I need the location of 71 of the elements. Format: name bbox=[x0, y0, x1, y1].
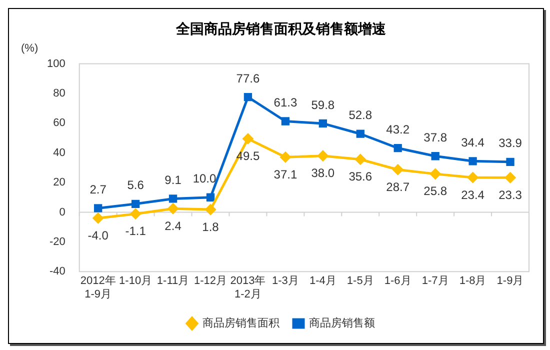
x-tick-label: 1-11月 bbox=[156, 275, 190, 288]
data-label: 61.3 bbox=[274, 96, 298, 110]
chart-title: 全国商品房销售面积及销售额增速 bbox=[175, 20, 387, 36]
data-label: 23.3 bbox=[498, 188, 522, 202]
point bbox=[468, 157, 477, 166]
data-label: -4.0 bbox=[88, 228, 109, 242]
data-label: -1.1 bbox=[125, 224, 146, 238]
data-label: 43.2 bbox=[386, 122, 410, 136]
point bbox=[168, 194, 178, 203]
y-axis-title: (%) bbox=[21, 42, 38, 55]
data-label: 2.7 bbox=[90, 182, 107, 197]
point bbox=[92, 212, 104, 224]
point bbox=[506, 158, 514, 166]
point bbox=[281, 117, 290, 126]
data-label: 52.8 bbox=[348, 108, 372, 122]
point bbox=[205, 204, 216, 215]
point bbox=[468, 172, 478, 183]
point bbox=[431, 152, 440, 160]
data-label: 37.8 bbox=[424, 130, 448, 144]
data-label: 2.4 bbox=[164, 218, 182, 233]
x-tick-label: 1-5月 bbox=[346, 275, 374, 288]
point bbox=[130, 208, 141, 220]
data-label: 23.4 bbox=[461, 188, 485, 202]
point bbox=[318, 119, 327, 128]
y-tick-label: -40 bbox=[49, 266, 66, 278]
point bbox=[94, 204, 102, 212]
y-tick-label: 40 bbox=[53, 146, 66, 159]
point bbox=[168, 203, 178, 214]
y-tick-label: 0 bbox=[59, 206, 66, 218]
x-tick-label: 1-6月 bbox=[384, 275, 412, 288]
data-label: 10.0 bbox=[192, 172, 216, 186]
data-label: 59.8 bbox=[311, 98, 335, 112]
y-tick-label: 20 bbox=[53, 176, 66, 189]
data-label: 5.6 bbox=[127, 178, 144, 192]
point bbox=[244, 92, 252, 102]
data-label: 34.4 bbox=[461, 135, 485, 150]
data-label: 35.6 bbox=[348, 170, 372, 184]
legend-label: 商品房销售面积 bbox=[202, 316, 280, 330]
x-tick-label: 1-9月 bbox=[496, 275, 524, 288]
data-label: 1.8 bbox=[202, 220, 220, 234]
data-label: 37.1 bbox=[274, 167, 298, 182]
point bbox=[131, 200, 140, 208]
data-label: 38.0 bbox=[311, 166, 335, 180]
point bbox=[394, 144, 402, 152]
x-tick-label: 1-12月 bbox=[194, 275, 228, 288]
x-tick-label: 1-8月 bbox=[459, 275, 486, 288]
data-label: 28.7 bbox=[386, 180, 410, 194]
x-tick-label: 1-7月 bbox=[422, 275, 449, 288]
point bbox=[356, 130, 364, 138]
data-label: 77.6 bbox=[236, 71, 260, 86]
data-label: 9.1 bbox=[164, 173, 182, 188]
y-tick-label: 100 bbox=[46, 58, 66, 70]
y-tick-label: -20 bbox=[49, 236, 66, 248]
data-label: 33.9 bbox=[498, 136, 522, 150]
x-tick-label: 1-10月 bbox=[119, 275, 152, 288]
point bbox=[505, 172, 516, 183]
data-label: 25.8 bbox=[424, 184, 448, 198]
point bbox=[318, 150, 328, 162]
point bbox=[242, 134, 254, 144]
point bbox=[355, 154, 366, 165]
y-tick-label: 80 bbox=[53, 88, 66, 100]
x-tick-label: 1-4月 bbox=[309, 275, 336, 288]
x-tick-label: 1-3月 bbox=[272, 275, 299, 288]
x-tick-label: 2013年 1-2月 bbox=[230, 275, 266, 300]
x-tick-label: 2012年 1-9月 bbox=[80, 275, 116, 300]
point bbox=[392, 164, 404, 175]
point bbox=[206, 193, 215, 202]
y-tick-label: 60 bbox=[53, 117, 66, 130]
legend-label: 商品房销售额 bbox=[309, 316, 375, 330]
point bbox=[430, 168, 441, 180]
point bbox=[280, 152, 291, 162]
